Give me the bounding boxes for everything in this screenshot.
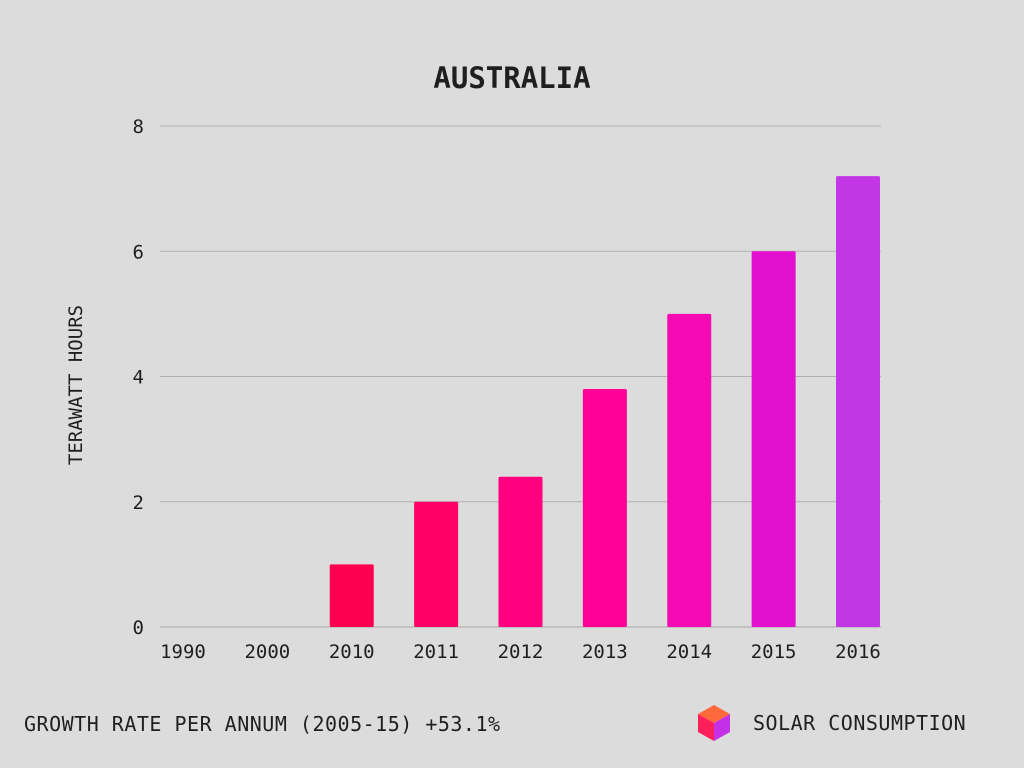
x-tick-label: 2010	[329, 641, 375, 663]
bar-2016	[836, 176, 880, 627]
bar-2010	[329, 564, 374, 627]
x-tick-label: 2013	[582, 641, 628, 663]
x-tick-label: 2000	[244, 641, 290, 663]
y-tick-label: 4	[133, 367, 144, 389]
brand-label: SOLAR CONSUMPTION	[753, 711, 967, 735]
y-axis-ticks: 0 2 4 6 8	[133, 116, 144, 639]
y-tick-label: 8	[133, 116, 144, 138]
x-tick-label: 2012	[498, 641, 544, 663]
x-tick-label: 2011	[413, 641, 459, 663]
y-axis-title: TERAWATT HOURS	[65, 305, 87, 465]
bar-2012	[498, 476, 543, 627]
x-tick-label: 2014	[666, 641, 712, 663]
bar-2013	[582, 389, 627, 627]
bar-2011	[414, 501, 459, 627]
bar-2015	[751, 251, 796, 627]
bars	[329, 176, 880, 627]
chart-title: AUSTRALIA	[433, 61, 590, 95]
x-tick-label: 2015	[751, 641, 797, 663]
growth-rate-text: GROWTH RATE PER ANNUM (2005-15) +53.1%	[24, 712, 501, 736]
brand: SOLAR CONSUMPTION	[697, 703, 966, 743]
y-tick-label: 0	[133, 617, 144, 639]
cube-icon	[698, 705, 730, 741]
x-tick-label: 2016	[835, 641, 881, 663]
y-tick-label: 6	[133, 241, 144, 263]
x-tick-label: 1990	[160, 641, 206, 663]
bar-2014	[667, 313, 712, 627]
x-axis-ticks: 1990 2000 2010 2011 2012 2013 2014 2015 2016	[160, 641, 881, 663]
y-tick-label: 2	[133, 492, 144, 514]
